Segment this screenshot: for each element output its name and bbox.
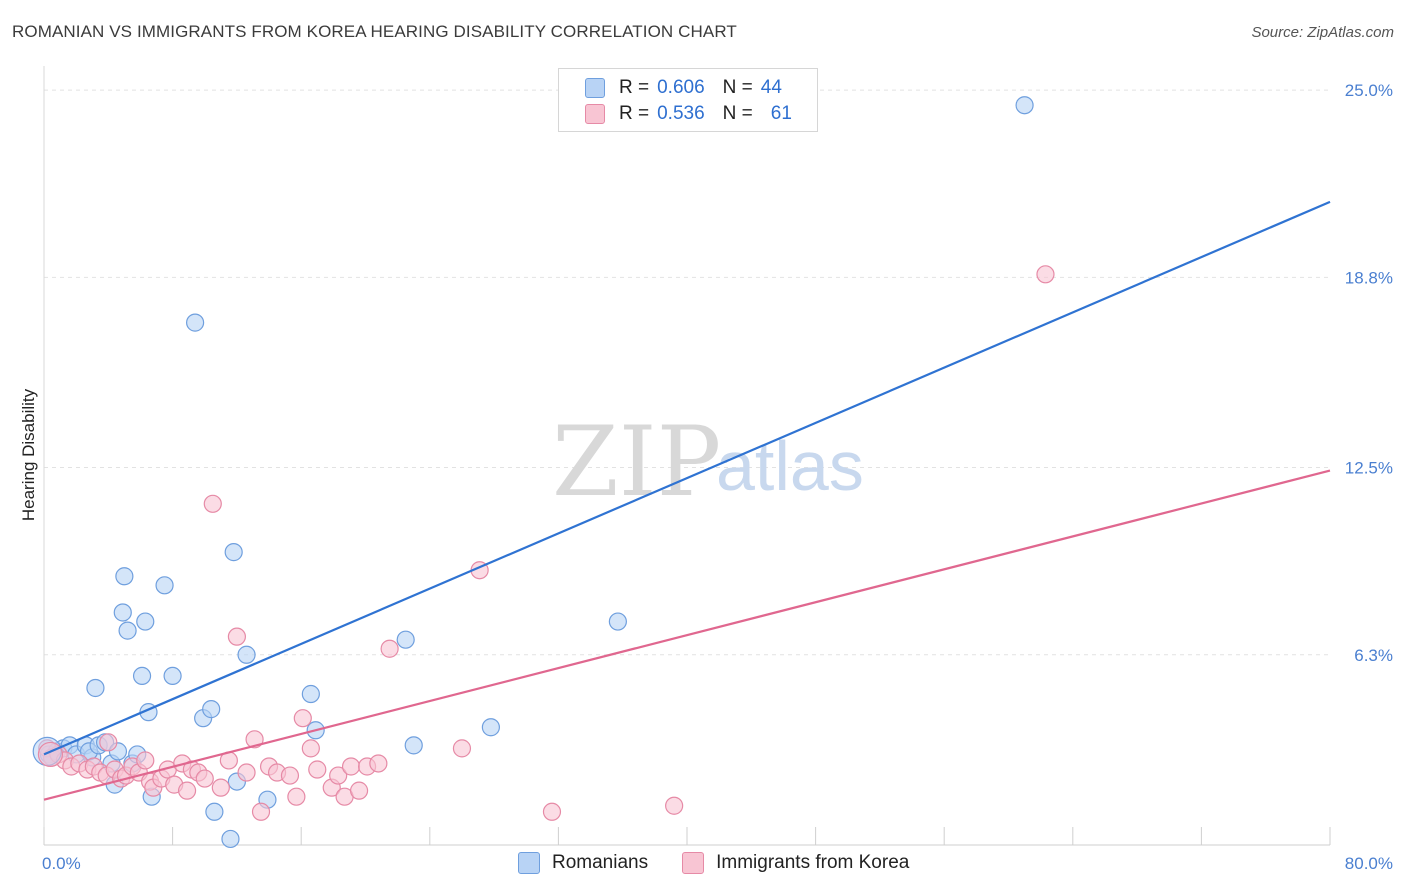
data-point <box>221 829 240 849</box>
y-tick-label: 18.8% <box>1345 268 1393 287</box>
trend-line <box>43 200 1331 756</box>
x-tick-label: 0.0% <box>42 854 81 873</box>
legend-item-romanians: Romanians <box>518 852 648 874</box>
data-point <box>195 769 214 788</box>
legend-swatch-pink <box>585 104 605 124</box>
grid-lines <box>44 89 1330 656</box>
data-point <box>301 684 320 704</box>
legend-r-value: 0.536 <box>657 103 705 124</box>
legend-label-korea: Immigrants from Korea <box>716 852 910 873</box>
data-point <box>293 709 312 728</box>
x-tick-labels: 0.0% 80.0% <box>42 854 1393 873</box>
axes <box>43 66 1331 846</box>
data-point <box>136 612 155 631</box>
data-point <box>177 781 197 800</box>
source-label: Source: ZipAtlas.com <box>1251 24 1394 41</box>
series-legend: Romanians Immigrants from Korea <box>518 852 943 874</box>
legend-r-value: 0.606 <box>657 77 705 98</box>
data-point <box>1036 265 1055 284</box>
legend-n-label: N = <box>722 103 753 124</box>
legend-row-korea: R = 0.536 N = 61 <box>585 101 792 127</box>
legend-r-label: R = <box>619 103 650 124</box>
legend-label-romanians: Romanians <box>552 852 649 873</box>
data-point <box>608 612 627 631</box>
data-point <box>86 678 105 698</box>
data-point <box>481 718 500 737</box>
legend-swatch-blue <box>585 78 605 98</box>
legend-n-value: 61 <box>770 103 792 124</box>
data-point <box>136 751 155 770</box>
legend-r-label: R = <box>619 77 650 98</box>
data-point <box>329 766 348 785</box>
data-point <box>251 802 271 821</box>
data-point <box>224 543 243 562</box>
y-tick-label: 6.3% <box>1354 646 1393 665</box>
data-point <box>202 700 221 719</box>
y-tick-labels: 6.3% 12.5% 18.8% 25.0% <box>1345 81 1393 665</box>
data-point <box>341 757 361 776</box>
y-tick-label: 12.5% <box>1345 459 1393 478</box>
data-point <box>237 763 256 782</box>
watermark-atlas: atlas <box>716 427 864 505</box>
stats-legend: R = 0.606 N = 44 R = 0.536 N = 61 <box>558 68 818 132</box>
trend-line <box>43 469 1331 801</box>
data-point <box>186 313 205 332</box>
legend-row-romanians: R = 0.606 N = 44 <box>585 75 782 101</box>
data-point <box>404 736 423 755</box>
data-point <box>132 666 152 686</box>
y-tick-label: 25.0% <box>1345 81 1393 100</box>
legend-swatch-pink <box>682 852 705 874</box>
legend-n-label: N = <box>722 77 753 98</box>
data-point <box>542 802 562 821</box>
data-point <box>308 760 327 779</box>
data-point <box>205 802 224 821</box>
data-point <box>155 576 174 595</box>
data-point <box>115 567 134 586</box>
data-point <box>380 639 399 658</box>
legend-n-value: 44 <box>760 77 782 98</box>
chart-title: ROMANIAN VS IMMIGRANTS FROM KOREA HEARIN… <box>12 22 737 41</box>
data-point <box>227 627 246 646</box>
data-point <box>280 766 300 785</box>
x-tick-label: 80.0% <box>1345 854 1393 873</box>
y-axis-label: Hearing Disability <box>19 388 38 521</box>
data-point <box>452 739 472 758</box>
data-point <box>396 630 415 649</box>
watermark-zip: ZIP <box>552 406 721 518</box>
trend-lines <box>43 200 1331 801</box>
data-point <box>163 666 182 686</box>
data-point <box>118 621 137 640</box>
data-point <box>349 781 369 800</box>
data-point <box>237 645 256 664</box>
data-point <box>211 778 230 797</box>
data-point <box>369 754 388 773</box>
data-point <box>665 796 684 815</box>
data-point <box>113 603 132 622</box>
legend-item-korea: Immigrants from Korea <box>682 852 909 874</box>
data-point <box>1015 96 1034 115</box>
data-point <box>287 787 306 806</box>
data-point <box>37 741 64 768</box>
data-point <box>203 494 222 513</box>
data-point <box>301 739 320 758</box>
data-point <box>99 733 118 752</box>
data-points <box>32 96 1055 849</box>
legend-swatch-blue <box>518 852 540 874</box>
data-point <box>245 730 264 749</box>
